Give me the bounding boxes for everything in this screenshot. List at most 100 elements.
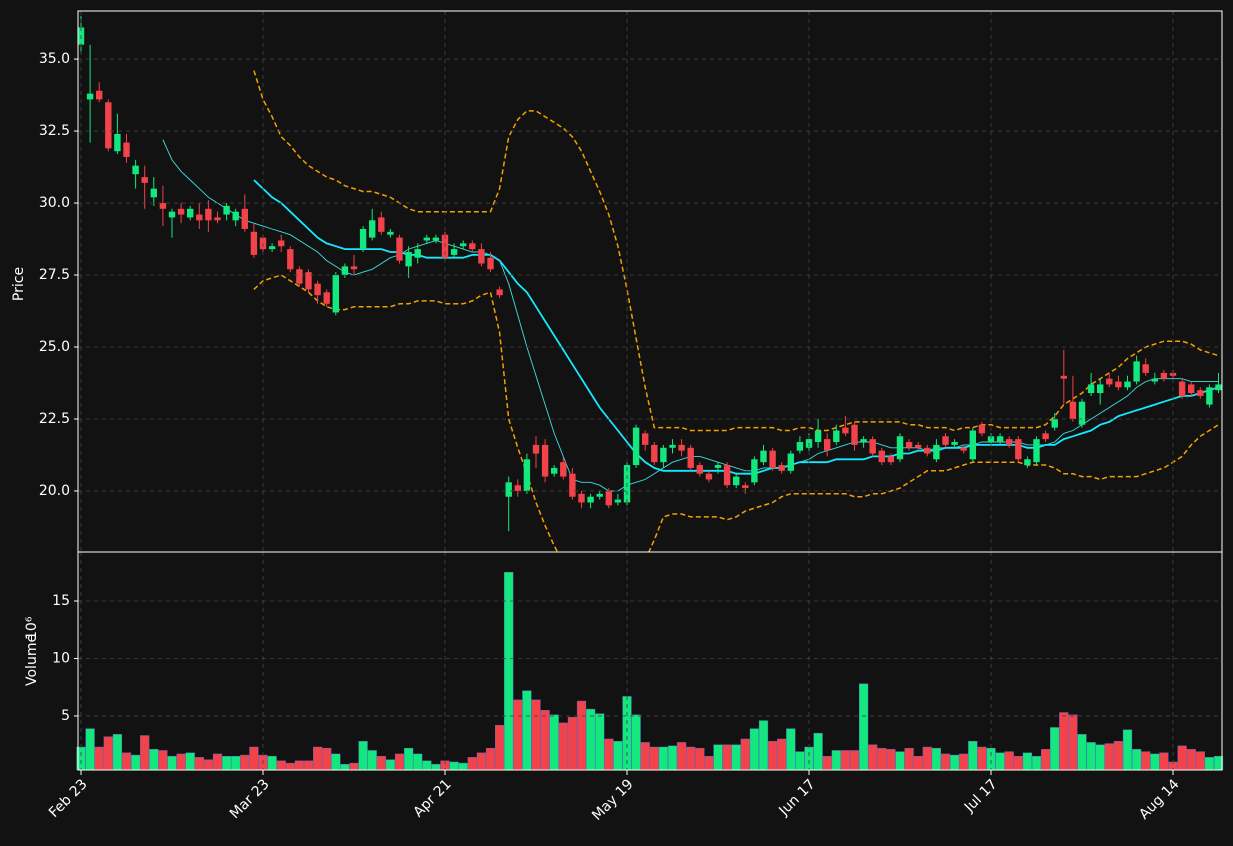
- candle-body: [523, 459, 531, 491]
- volume-bar: [349, 762, 359, 771]
- volume-bar: [940, 753, 951, 771]
- volume-bar: [640, 742, 650, 771]
- candle-body: [1178, 381, 1186, 396]
- candle-body: [96, 90, 103, 100]
- candle-body: [860, 439, 867, 443]
- candle-body: [1215, 384, 1222, 391]
- volume-bar: [831, 750, 841, 771]
- volume-bar: [495, 724, 505, 771]
- candle-body: [742, 485, 749, 489]
- volume-bar: [1086, 742, 1096, 771]
- candle-body: [405, 251, 412, 267]
- candle-body: [250, 231, 258, 255]
- volume-bar: [212, 753, 223, 771]
- candle-body: [669, 444, 676, 448]
- volume-bar: [322, 747, 332, 771]
- candle-body: [678, 444, 685, 451]
- candle-body: [414, 249, 421, 258]
- candle-body: [423, 237, 430, 241]
- volume-bar: [331, 753, 341, 771]
- price-axis-label: Price: [11, 267, 27, 301]
- volume-bar: [731, 744, 741, 771]
- volume-bar: [795, 751, 805, 771]
- volume-bar: [950, 754, 960, 771]
- candle-body: [996, 436, 1004, 443]
- candle-body: [86, 93, 94, 100]
- candle-body: [596, 493, 603, 497]
- candle-body: [514, 485, 521, 491]
- volume-bar: [1022, 752, 1033, 771]
- volume-bar: [677, 742, 687, 771]
- candle-body: [1042, 433, 1049, 440]
- volume-bar: [786, 728, 796, 771]
- volume-bar: [203, 759, 214, 771]
- volume-bar: [686, 746, 696, 771]
- volume-bar: [1131, 749, 1142, 771]
- candle-body: [105, 102, 112, 149]
- volume-bar: [1031, 756, 1042, 771]
- candle-body: [1006, 439, 1013, 445]
- candle-body: [705, 473, 713, 480]
- candle-body: [960, 447, 967, 451]
- candle-body: [987, 436, 995, 443]
- candle-body: [478, 249, 485, 264]
- candle-body: [733, 476, 740, 486]
- candle-body: [369, 220, 376, 238]
- candle-body: [205, 208, 212, 221]
- volume-bar: [1195, 751, 1205, 771]
- volume-bar: [1050, 727, 1060, 771]
- volume-bar: [1177, 745, 1187, 771]
- volume-bar: [859, 683, 869, 771]
- candle-body: [1069, 401, 1077, 419]
- volume-bar: [158, 750, 168, 771]
- y-tick-label: 10: [52, 650, 70, 666]
- candle-body: [123, 142, 130, 157]
- candle-body: [778, 465, 785, 471]
- volume-bar: [631, 714, 641, 771]
- candle-body: [268, 246, 276, 250]
- candle-body: [432, 237, 440, 241]
- candle-body: [614, 499, 622, 503]
- candle-body: [214, 217, 221, 221]
- volume-bar: [476, 752, 487, 771]
- candle-body: [150, 188, 157, 198]
- volume-bar: [485, 747, 496, 771]
- volume-bar: [576, 700, 587, 771]
- volume-bar: [813, 733, 823, 771]
- volume-bar: [85, 728, 95, 771]
- candle-body: [1097, 384, 1104, 394]
- volume-bar: [276, 760, 286, 771]
- band-line: [253, 70, 1219, 432]
- candle-body: [1033, 439, 1040, 463]
- candle-body: [332, 275, 339, 313]
- volume-bar: [840, 750, 851, 771]
- candle-body: [287, 249, 294, 270]
- volume-bar: [267, 756, 277, 771]
- candle-body: [114, 133, 121, 152]
- candle-body: [396, 237, 403, 261]
- volume-bar: [658, 746, 669, 771]
- candle-body: [323, 292, 330, 304]
- candle-body: [232, 211, 239, 221]
- candle-body: [723, 465, 731, 486]
- volume-bar: [822, 756, 832, 771]
- candle-body: [359, 228, 367, 250]
- candle-body: [1151, 378, 1158, 382]
- volume-bar: [1141, 751, 1151, 771]
- volume-bar: [540, 710, 550, 771]
- volume-bar: [385, 759, 396, 771]
- candle-body: [887, 456, 895, 463]
- candle-body: [978, 424, 986, 434]
- candle-body: [1124, 381, 1131, 388]
- candle-body: [487, 257, 494, 270]
- volume-bar: [695, 747, 705, 771]
- volume-bar: [749, 728, 760, 771]
- candle-body: [378, 217, 385, 232]
- volume-bar: [376, 756, 386, 771]
- volume-bar: [995, 752, 1005, 771]
- candle-body: [141, 177, 148, 183]
- volume-bar: [1186, 749, 1196, 771]
- candle-body: [1142, 364, 1149, 373]
- candle-body: [714, 465, 722, 468]
